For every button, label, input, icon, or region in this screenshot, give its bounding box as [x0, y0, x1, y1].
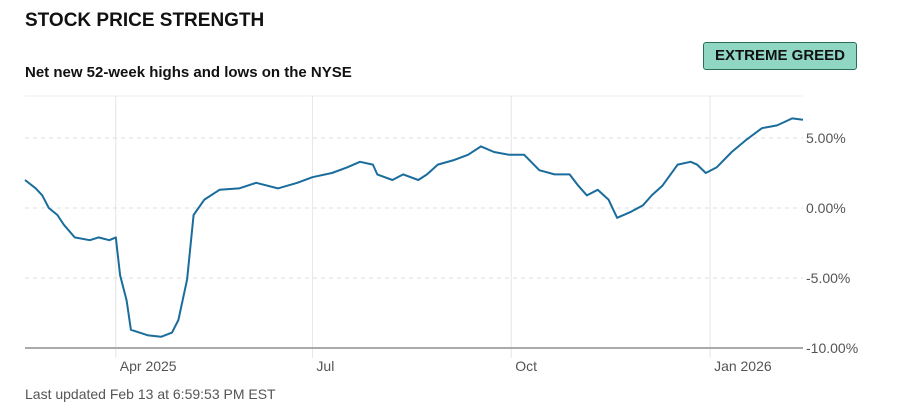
chart-subtitle: Net new 52-week highs and lows on the NY… [25, 64, 352, 81]
section-title: STOCK PRICE STRENGTH [25, 10, 265, 31]
x-tick-label: Apr 2025 [120, 358, 177, 374]
x-tick-label: Jan 2026 [714, 358, 772, 374]
x-tick-label: Oct [515, 358, 537, 374]
sentiment-badge: EXTREME GREED [703, 42, 857, 70]
y-tick-label: -5.00% [806, 270, 850, 286]
y-tick-label: 0.00% [806, 200, 846, 216]
series-line [24, 117, 804, 338]
y-tick-label: -10.00% [806, 340, 858, 356]
x-tick-label: Jul [316, 358, 334, 374]
y-tick-label: 5.00% [806, 130, 846, 146]
last-updated: Last updated Feb 13 at 6:59:53 PM EST [25, 386, 276, 402]
